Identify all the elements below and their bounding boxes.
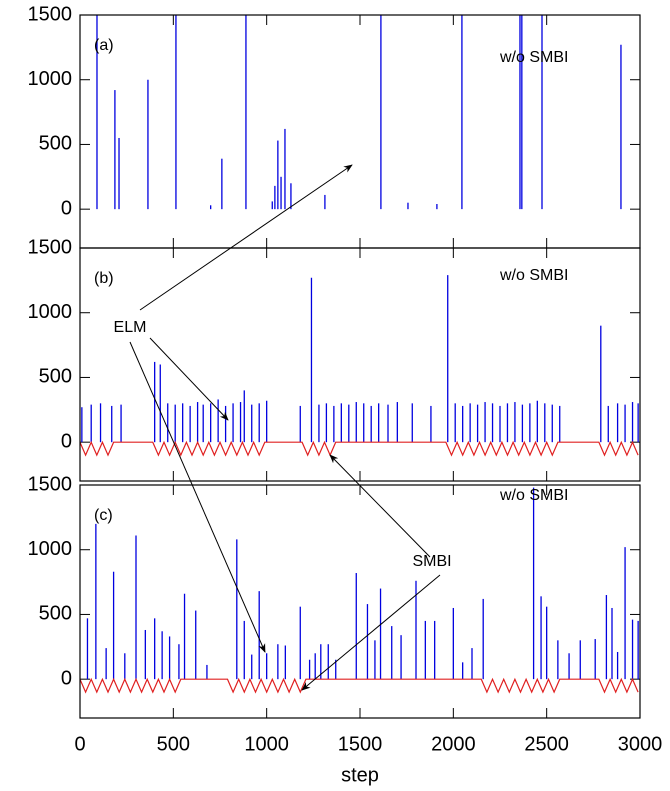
panel-frame bbox=[79, 247, 641, 482]
x-tick-label: 500 bbox=[157, 733, 190, 755]
x-tick-label: 1500 bbox=[338, 733, 383, 755]
annotation: SMBI bbox=[412, 553, 451, 570]
y-tick-label: 1000 bbox=[28, 68, 73, 90]
x-tick-label: 0 bbox=[74, 733, 85, 755]
y-tick-label: 500 bbox=[39, 133, 72, 155]
y-tick-label: 500 bbox=[39, 366, 72, 388]
panel-label: (b) bbox=[94, 270, 114, 287]
x-tick-label: 3000 bbox=[618, 733, 663, 755]
panel-note: w/o SMBI bbox=[499, 49, 568, 66]
x-axis-label: step bbox=[341, 764, 379, 786]
y-tick-label: 1000 bbox=[28, 538, 73, 560]
y-tick-label: 1500 bbox=[28, 473, 73, 495]
panel-note: w/o SMBI bbox=[499, 487, 568, 504]
panel-label: (a) bbox=[94, 37, 114, 54]
panel-label: (c) bbox=[94, 507, 113, 524]
y-tick-label: 1000 bbox=[28, 301, 73, 323]
x-tick-label: 1000 bbox=[244, 733, 289, 755]
smbi-line bbox=[79, 440, 639, 457]
y-tick-label: 0 bbox=[61, 430, 72, 452]
y-tick-label: 0 bbox=[61, 667, 72, 689]
y-tick-label: 1500 bbox=[28, 3, 73, 25]
panel-note: w/o SMBI bbox=[499, 267, 568, 284]
x-tick-label: 2000 bbox=[431, 733, 476, 755]
annotation: ELM bbox=[114, 319, 147, 336]
plot-area bbox=[79, 487, 639, 694]
plot-area bbox=[79, 275, 639, 457]
y-tick-label: 0 bbox=[61, 197, 72, 219]
smbi-line bbox=[79, 677, 639, 694]
plot-area bbox=[96, 15, 622, 210]
y-tick-label: 500 bbox=[39, 603, 72, 625]
y-tick-label: 1500 bbox=[28, 236, 73, 258]
x-tick-label: 2500 bbox=[524, 733, 569, 755]
panel-frame bbox=[79, 484, 641, 719]
annotation-arrows bbox=[129, 164, 441, 691]
